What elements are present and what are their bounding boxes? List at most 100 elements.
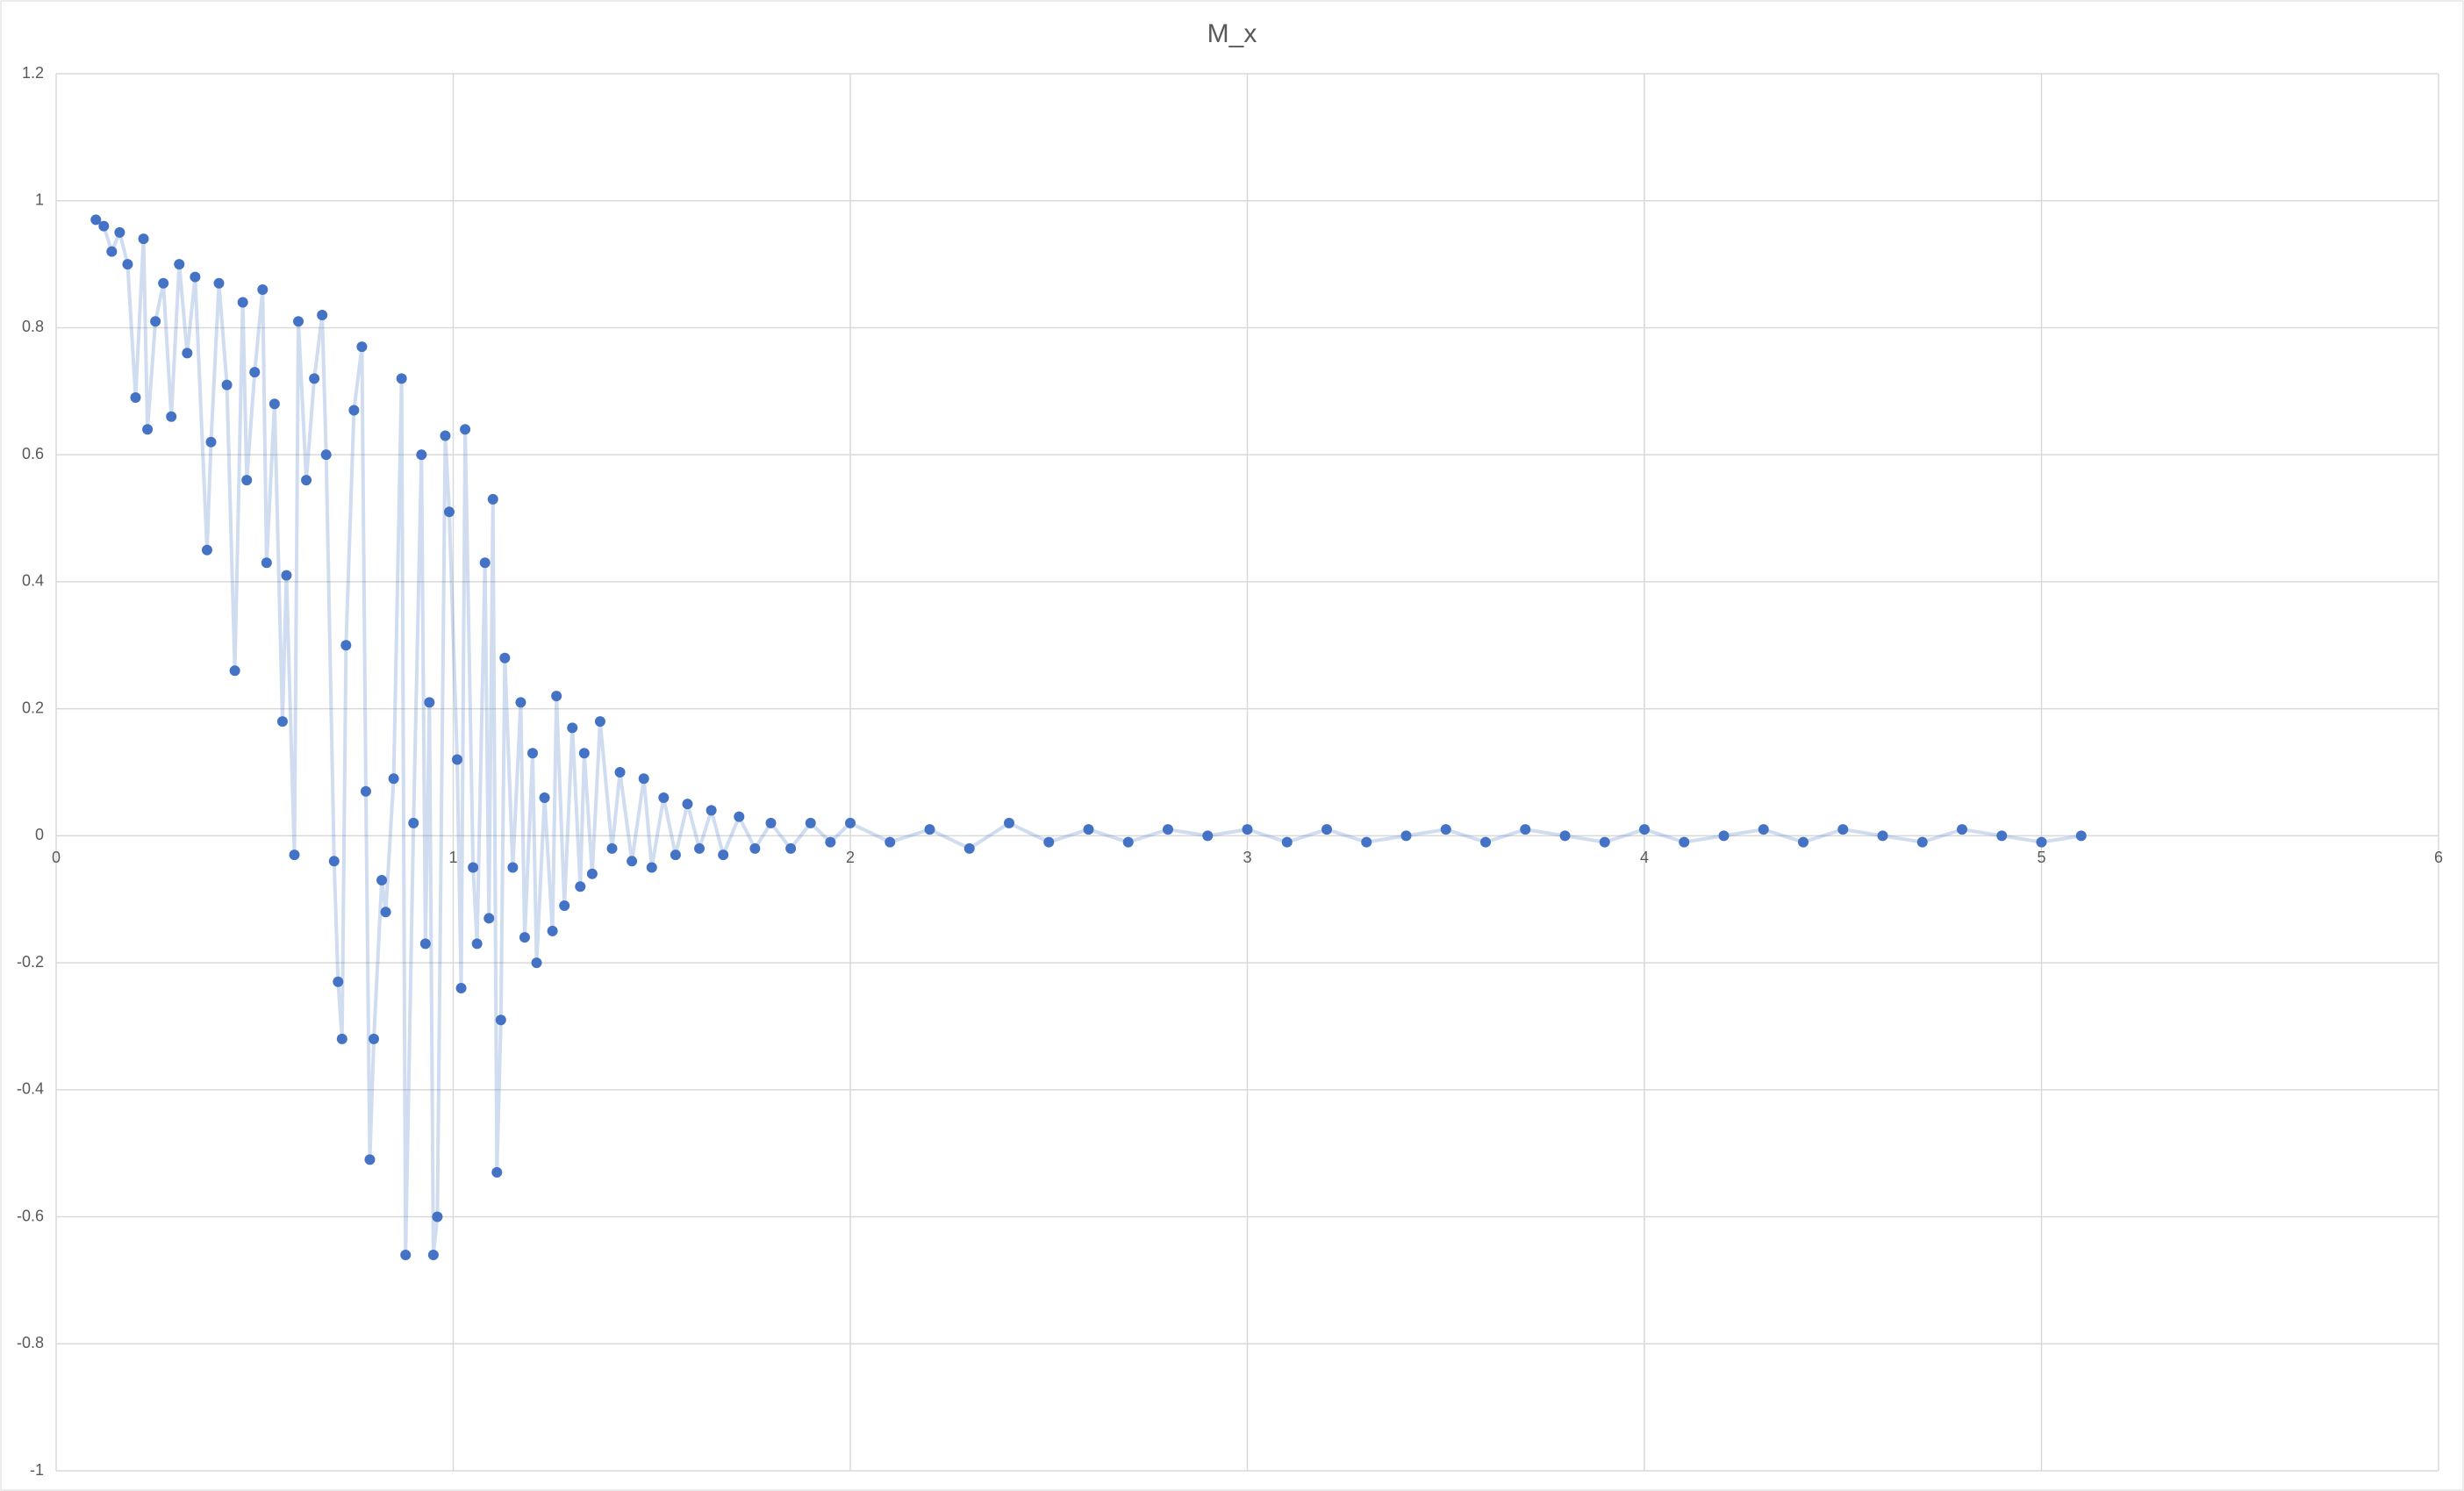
data-point <box>1679 836 1690 848</box>
data-point <box>1798 836 1809 848</box>
data-point <box>269 398 280 410</box>
data-point <box>452 754 463 765</box>
data-point <box>241 475 253 486</box>
chart-title: M_x <box>1207 19 1257 48</box>
data-point <box>594 716 605 728</box>
data-point <box>114 226 125 238</box>
data-point <box>487 493 498 505</box>
data-point <box>443 506 455 518</box>
data-point <box>380 907 391 918</box>
data-point <box>106 246 118 257</box>
data-point <box>205 436 217 448</box>
x-tick-label: 6 <box>2434 849 2443 866</box>
data-point <box>606 842 618 854</box>
data-point <box>519 932 530 943</box>
data-point <box>1559 830 1571 842</box>
data-point <box>694 842 706 854</box>
data-point <box>309 373 320 384</box>
data-point <box>765 817 777 828</box>
data-point <box>328 856 340 867</box>
data-point <box>1877 830 1888 842</box>
data-point <box>1242 824 1253 835</box>
y-tick-label: -0.2 <box>17 953 44 971</box>
data-point <box>416 449 427 461</box>
data-point <box>221 379 233 391</box>
data-point <box>785 842 797 854</box>
y-tick-label: 0.8 <box>22 318 44 335</box>
data-point <box>400 1249 412 1260</box>
data-point <box>2075 830 2087 842</box>
data-point <box>845 817 856 828</box>
data-point <box>138 233 149 245</box>
data-point <box>706 805 717 816</box>
data-point <box>734 811 745 822</box>
y-tick-label: 0 <box>35 826 44 843</box>
data-point <box>1361 836 1372 848</box>
data-point <box>276 716 288 728</box>
data-point <box>468 862 479 873</box>
x-tick-label: 3 <box>1243 849 1251 866</box>
data-point <box>1916 836 1928 848</box>
y-tick-label: 1 <box>35 190 44 208</box>
x-tick-label: 4 <box>1640 849 1649 866</box>
data-point <box>419 938 431 950</box>
data-point <box>237 297 248 308</box>
data-point <box>924 824 935 835</box>
data-point <box>825 836 836 848</box>
data-point <box>293 316 304 327</box>
data-point <box>1520 824 1531 835</box>
data-point <box>515 697 526 708</box>
data-point <box>1043 836 1055 848</box>
data-point <box>261 557 272 569</box>
data-point <box>340 640 352 651</box>
y-tick-label: 0.2 <box>22 699 44 716</box>
data-point <box>388 773 399 785</box>
data-point <box>1480 836 1491 848</box>
y-tick-label: -1 <box>30 1461 44 1479</box>
data-point <box>718 849 729 861</box>
data-point <box>166 411 177 422</box>
data-point <box>376 875 388 886</box>
data-point <box>963 842 975 854</box>
data-point <box>336 1033 347 1044</box>
data-point <box>1004 817 1014 828</box>
data-point <box>130 392 141 404</box>
data-point <box>547 925 558 936</box>
data-point <box>98 220 110 232</box>
data-point <box>805 817 816 828</box>
data-point <box>682 799 693 810</box>
data-point <box>455 983 467 994</box>
data-point <box>638 773 649 785</box>
y-tick-label: -0.8 <box>17 1334 44 1351</box>
data-point <box>614 767 626 778</box>
data-point <box>1281 836 1293 848</box>
x-tick-label: 2 <box>846 849 855 866</box>
data-point <box>483 913 495 924</box>
data-point <box>201 544 212 556</box>
data-point <box>301 475 312 486</box>
data-point <box>408 817 419 828</box>
x-tick-label: 1 <box>448 849 457 866</box>
data-point <box>90 214 102 226</box>
data-point <box>885 836 896 848</box>
x-tick-label: 0 <box>52 849 61 866</box>
data-point <box>356 341 368 353</box>
data-point <box>1837 824 1849 835</box>
data-point <box>1083 824 1094 835</box>
data-point <box>586 868 598 879</box>
data-point <box>142 424 154 435</box>
y-tick-label: 1.2 <box>22 64 44 82</box>
data-point <box>1599 836 1610 848</box>
data-point <box>1957 824 1967 835</box>
data-point <box>432 1211 443 1222</box>
data-point <box>348 405 360 416</box>
x-tick-label: 5 <box>2037 849 2045 866</box>
data-point <box>317 309 328 320</box>
data-point <box>440 430 451 441</box>
data-point <box>1718 830 1730 842</box>
data-point <box>229 665 240 677</box>
data-point <box>364 1154 376 1165</box>
data-point <box>527 748 538 759</box>
data-point <box>424 697 435 708</box>
